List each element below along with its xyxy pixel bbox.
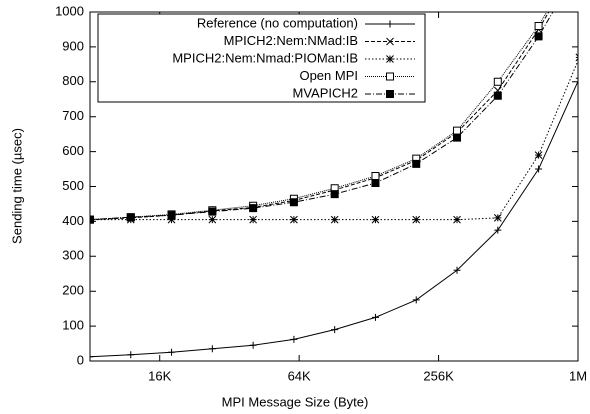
- marker: [167, 215, 176, 224]
- marker: [330, 190, 339, 199]
- marker: [534, 21, 543, 30]
- legend-label: MPICH2:Nem:NMad:IB: [224, 33, 358, 48]
- x-tick-label: 64K: [288, 368, 311, 383]
- y-tick-label: 600: [62, 143, 84, 158]
- marker: [386, 37, 394, 46]
- marker: [249, 341, 257, 349]
- marker: [249, 215, 257, 224]
- marker: [386, 55, 394, 63]
- marker: [90, 215, 94, 224]
- marker: [386, 90, 394, 98]
- marker: [371, 313, 379, 321]
- y-tick-label: 0: [77, 352, 84, 367]
- marker: [330, 215, 339, 224]
- marker: [208, 215, 217, 224]
- x-tick-label: 256K: [423, 368, 454, 383]
- marker: [290, 215, 298, 224]
- marker: [90, 353, 94, 361]
- marker: [453, 126, 462, 135]
- marker: [371, 215, 380, 224]
- legend-label: MPICH2:Nem:Nmad:PIOMan:IB: [172, 50, 358, 65]
- marker: [386, 72, 394, 81]
- marker: [534, 32, 543, 41]
- marker: [208, 207, 217, 216]
- marker: [412, 215, 421, 224]
- x-tick-label: 16K: [148, 368, 171, 383]
- legend-box: [97, 13, 426, 103]
- marker: [249, 204, 258, 213]
- y-axis-label: Sending time (µsec): [9, 128, 24, 244]
- marker: [453, 215, 461, 224]
- marker: [289, 198, 298, 207]
- legend-label: Reference (no computation): [197, 15, 358, 30]
- marker: [575, 53, 578, 62]
- marker: [168, 348, 176, 356]
- marker: [575, 77, 578, 79]
- marker: [167, 211, 176, 220]
- plot-area: [90, 12, 578, 361]
- marker: [412, 159, 421, 168]
- y-tick-label: 1000: [55, 3, 84, 18]
- y-tick-label: 700: [62, 108, 84, 123]
- marker: [453, 266, 461, 274]
- marker: [386, 20, 394, 28]
- marker: [208, 345, 216, 353]
- y-tick-label: 800: [62, 73, 84, 88]
- marker: [371, 179, 380, 188]
- marker: [534, 151, 543, 159]
- y-tick-label: 900: [62, 38, 84, 53]
- marker: [126, 213, 135, 222]
- y-tick-label: 200: [62, 283, 84, 298]
- marker: [371, 172, 380, 181]
- marker: [493, 77, 502, 86]
- x-tick-label: 1M: [569, 368, 587, 383]
- y-tick-label: 500: [62, 178, 84, 193]
- marker: [453, 133, 462, 142]
- marker: [493, 214, 502, 222]
- marker: [412, 296, 420, 304]
- marker: [493, 91, 502, 100]
- marker: [331, 326, 339, 334]
- marker: [127, 351, 135, 359]
- marker: [535, 165, 543, 173]
- legend-label: MVAPICH2: [293, 85, 359, 100]
- marker: [290, 335, 298, 343]
- marker: [494, 226, 502, 234]
- y-tick-label: 300: [62, 248, 84, 263]
- y-tick-label: 400: [62, 213, 84, 228]
- y-tick-label: 100: [62, 318, 84, 333]
- x-axis-label: MPI Message Size (Byte): [222, 394, 369, 409]
- legend-label: Open MPI: [299, 68, 358, 83]
